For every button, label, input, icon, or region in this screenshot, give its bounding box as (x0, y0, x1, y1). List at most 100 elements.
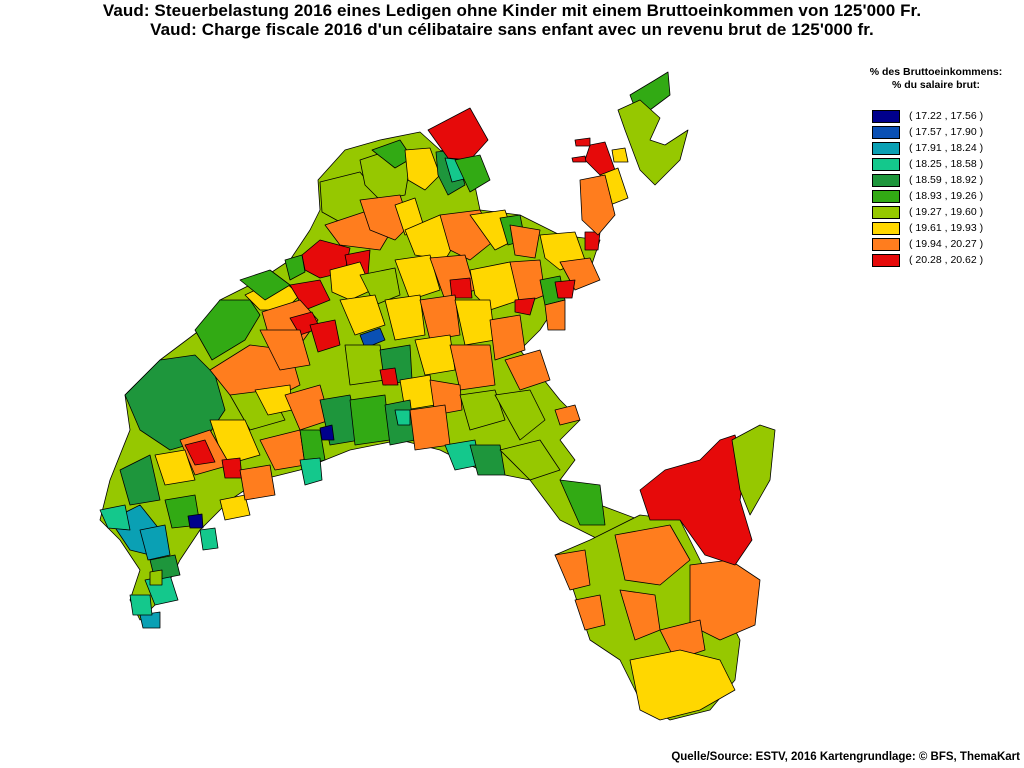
map-region (409, 404, 451, 451)
map-region (221, 457, 243, 479)
map-region (139, 524, 171, 561)
legend-item: ( 19.61 , 19.93 ) (872, 220, 983, 236)
map-region (359, 327, 386, 349)
map-region (309, 319, 341, 353)
map-region (384, 294, 426, 341)
legend-label: ( 18.59 , 18.92 ) (909, 174, 984, 186)
legend-heading-de: % des Bruttoeinkommens: (869, 66, 1003, 78)
map-region (579, 174, 616, 236)
map-region (339, 294, 386, 336)
map-region (514, 297, 536, 316)
map-region (419, 294, 461, 341)
map-region (614, 524, 691, 586)
source-note: Quelle/Source: ESTV, 2016 Kartengrundlag… (671, 751, 1020, 763)
map-region (349, 394, 391, 446)
map-region (584, 141, 616, 176)
legend-label: ( 18.93 , 19.26 ) (909, 190, 984, 202)
map-region (659, 619, 706, 661)
map-region (404, 147, 441, 191)
map-region (359, 267, 401, 306)
legend-swatch (872, 237, 900, 251)
map-region (299, 429, 326, 466)
map-region (199, 527, 219, 551)
map-region (99, 504, 131, 531)
legend: ( 17.22 , 17.56 ) ( 17.57 , 17.90 ) ( 17… (872, 108, 983, 268)
legend-label: ( 18.25 , 18.58 ) (909, 158, 984, 170)
map-region (427, 107, 489, 161)
map-region (639, 434, 753, 566)
map-region (469, 444, 506, 476)
map-region (499, 439, 561, 481)
map-region (449, 344, 496, 391)
map-region (284, 254, 306, 281)
map-region (509, 224, 541, 259)
map-region (469, 261, 521, 311)
map-region (611, 147, 629, 163)
legend-item: ( 18.25 , 18.58 ) (872, 156, 983, 172)
map-region (187, 513, 204, 529)
map-region (394, 254, 441, 301)
legend-item: ( 17.22 , 17.56 ) (872, 108, 983, 124)
map-region (454, 154, 491, 193)
legend-swatch (872, 109, 900, 123)
map-region (574, 594, 606, 631)
map-region (617, 99, 689, 186)
legend-label: ( 19.27 , 19.60 ) (909, 206, 984, 218)
map-region (459, 389, 506, 431)
map-region (329, 261, 373, 301)
legend-label: ( 20.28 , 20.62 ) (909, 254, 984, 266)
map-region (239, 269, 291, 301)
map-region (489, 314, 526, 361)
map-region (219, 494, 251, 521)
map-region (554, 549, 591, 591)
map-region (259, 329, 311, 371)
map-region (119, 454, 161, 506)
legend-heading-fr: % du salaire brut: (891, 79, 981, 91)
map-region (414, 334, 456, 376)
legend-label: ( 17.22 , 17.56 ) (909, 110, 984, 122)
map-region (544, 299, 566, 331)
map-region (239, 464, 276, 501)
legend-label: ( 17.57 , 17.90 ) (909, 126, 984, 138)
map-region (139, 611, 161, 629)
map-region (154, 449, 196, 486)
legend-label: ( 19.61 , 19.93 ) (909, 222, 984, 234)
legend-item: ( 18.59 , 18.92 ) (872, 172, 983, 188)
map-region (731, 424, 776, 516)
map-region (449, 277, 473, 299)
legend-swatch (872, 157, 900, 171)
legend-swatch (872, 189, 900, 203)
map-region (299, 457, 323, 486)
legend-label: ( 17.91 , 18.24 ) (909, 142, 984, 154)
map-region (554, 404, 581, 426)
legend-swatch (872, 253, 900, 267)
map-region (184, 439, 216, 466)
map-region (379, 367, 399, 386)
legend-swatch (872, 205, 900, 219)
map-region (554, 279, 576, 299)
map-region (571, 155, 587, 163)
map-region (629, 649, 736, 721)
legend-item: ( 19.94 , 20.27 ) (872, 236, 983, 252)
legend-item: ( 17.91 , 18.24 ) (872, 140, 983, 156)
map-region (394, 409, 411, 426)
legend-swatch (872, 141, 900, 155)
legend-swatch (872, 221, 900, 235)
map-region (149, 569, 163, 586)
map-region (124, 354, 226, 451)
map-title-fr: Vaud: Charge fiscale 2016 d'un célibatai… (150, 20, 874, 39)
map-region (194, 299, 261, 361)
legend-swatch (872, 125, 900, 139)
legend-swatch (872, 173, 900, 187)
legend-item: ( 18.93 , 19.26 ) (872, 188, 983, 204)
map-region (559, 479, 606, 526)
map-region (129, 594, 153, 616)
map-region (574, 137, 591, 147)
map-region (494, 389, 546, 441)
legend-item: ( 17.57 , 17.90 ) (872, 124, 983, 140)
legend-item: ( 20.28 , 20.62 ) (872, 252, 983, 268)
map-region (504, 349, 551, 391)
map-region (319, 424, 335, 441)
legend-item: ( 19.27 , 19.60 ) (872, 204, 983, 220)
